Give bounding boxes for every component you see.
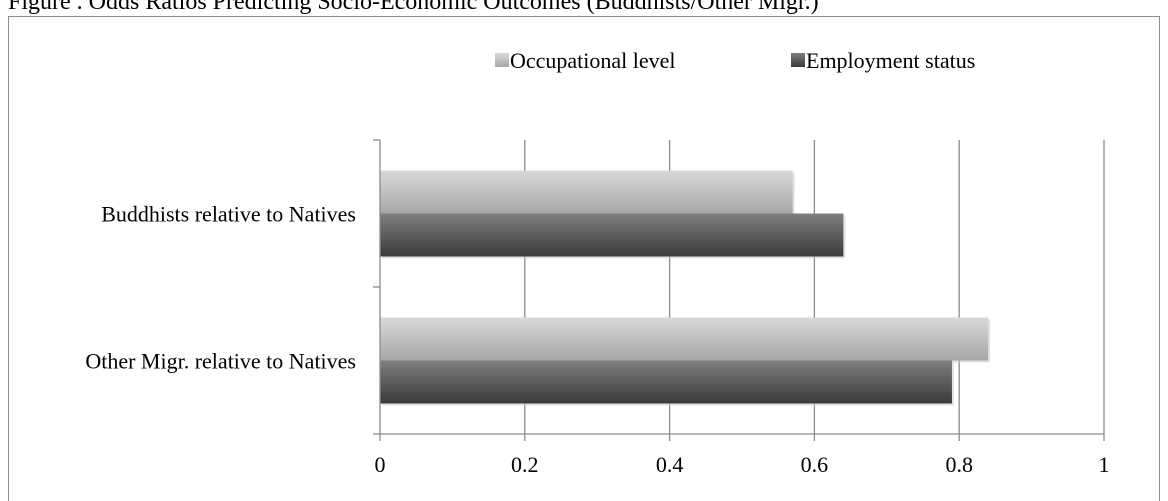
category-label: Buddhists relative to Natives — [101, 202, 356, 227]
occupational-level-bar — [380, 170, 793, 214]
x-tick-label: 0 — [375, 452, 386, 477]
figure-caption: Figure . Odds Ratios Predicting Socio-Ec… — [8, 0, 819, 15]
legend-item-employment-status: Employment status — [791, 48, 975, 73]
legend-item-occupational-level: Occupational level — [495, 48, 676, 73]
legend: Occupational level Employment status — [495, 48, 975, 73]
legend-label: Occupational level — [510, 48, 676, 73]
x-tick-label: 0.6 — [801, 452, 829, 477]
x-tick-label: 1 — [1099, 452, 1110, 477]
employment-status-bar — [380, 213, 844, 257]
category-label: Other Migr. relative to Natives — [85, 349, 356, 374]
axis-labels: 0 0.2 0.4 0.6 0.8 1 Buddhists relative to Nati… — [85, 202, 1109, 478]
x-tick-label: 0.4 — [656, 452, 684, 477]
employment-status-bar — [380, 360, 952, 404]
legend-label: Employment status — [806, 48, 975, 73]
x-tick-label: 0.2 — [511, 452, 539, 477]
occupational-level-bar — [380, 317, 989, 361]
x-tick-label: 0.8 — [945, 452, 973, 477]
legend-swatch — [791, 53, 805, 67]
bars — [380, 170, 991, 406]
legend-swatch — [495, 53, 509, 67]
axes — [373, 139, 1105, 441]
